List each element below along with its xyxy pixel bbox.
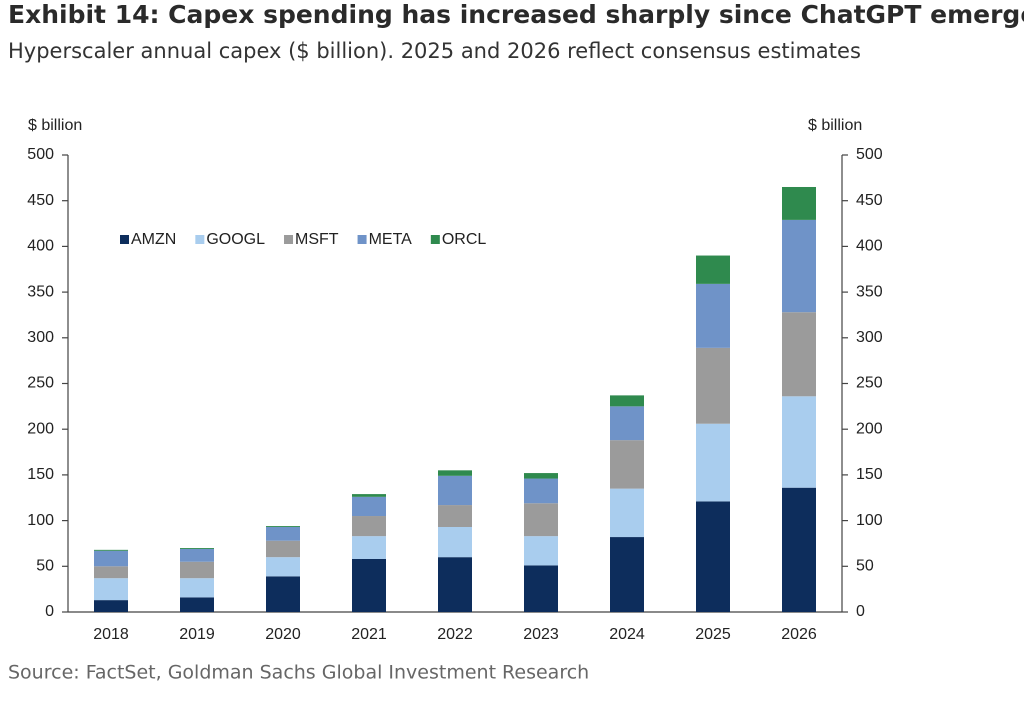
bar-segment [782, 186, 816, 220]
bar-segment [352, 494, 386, 497]
bar-segment [180, 548, 214, 562]
bar-segment [696, 423, 730, 502]
x-tick-label: 2021 [351, 626, 387, 643]
y-tick-label: 150 [27, 466, 54, 483]
bar-segment [524, 503, 558, 537]
bar-segment [524, 478, 558, 504]
legend-swatch [357, 235, 367, 244]
y2-tick-label: 150 [856, 466, 883, 483]
legend-label: GOOGL [206, 231, 265, 248]
bar-segment [696, 283, 730, 348]
y2-tick-label: 200 [856, 420, 883, 437]
bar-segment [610, 395, 644, 407]
bar-segment [266, 576, 300, 612]
x-tick-label: 2020 [265, 626, 301, 643]
legend-label: AMZN [131, 231, 176, 248]
bar-segment [180, 578, 214, 598]
legend-label: META [369, 231, 413, 248]
source-note: Source: FactSet, Goldman Sachs Global In… [8, 662, 589, 684]
y-tick-label: 100 [27, 512, 54, 529]
y-tick-label: 200 [27, 420, 54, 437]
bar-segment [94, 566, 128, 579]
bar-segment [266, 526, 300, 527]
legend-label: MSFT [295, 231, 339, 248]
bar-segment [610, 440, 644, 489]
x-tick-label: 2025 [695, 626, 731, 643]
bar-segment [266, 526, 300, 541]
y2-axis-label: $ billion [808, 117, 862, 134]
bar-segment [696, 255, 730, 284]
bar-segment [438, 475, 472, 506]
y2-tick-label: 350 [856, 283, 883, 300]
bar-segment [94, 550, 128, 567]
y2-tick-label: 500 [856, 146, 883, 163]
bar-segment [438, 557, 472, 612]
bar-segment [610, 488, 644, 538]
bar-segment [696, 501, 730, 612]
y-tick-label: 250 [27, 375, 54, 392]
bar-segment [782, 219, 816, 313]
bar-segment [94, 600, 128, 612]
y-tick-label: 300 [27, 329, 54, 346]
y2-tick-label: 450 [856, 192, 883, 209]
bar-segment [438, 505, 472, 527]
bar-segment [180, 561, 214, 579]
bar-segment [352, 558, 386, 612]
bar-segment [696, 347, 730, 424]
bar-segment [438, 470, 472, 476]
x-tick-label: 2024 [609, 626, 645, 643]
y-tick-label: 350 [27, 283, 54, 300]
y2-tick-label: 250 [856, 375, 883, 392]
bar-segment [438, 526, 472, 558]
bar-segment [352, 536, 386, 559]
bar-segment [352, 516, 386, 537]
bar-segment [266, 540, 300, 558]
bar-segment [782, 312, 816, 397]
y2-tick-label: 0 [856, 603, 865, 620]
bar-segment [782, 487, 816, 612]
bar-segment [524, 473, 558, 479]
y-axis-label: $ billion [28, 117, 82, 134]
y-tick-label: 500 [27, 146, 54, 163]
y2-tick-label: 300 [856, 329, 883, 346]
legend-swatch [284, 235, 294, 244]
bar-segment [524, 536, 558, 566]
bar-segment [180, 548, 214, 549]
y2-tick-label: 100 [856, 512, 883, 529]
bar-segment [94, 578, 128, 601]
bar-segment [782, 396, 816, 488]
y-tick-label: 400 [27, 238, 54, 255]
bar-segment [94, 549, 128, 551]
legend-swatch [120, 235, 129, 244]
chart-title: Exhibit 14: Capex spending has increased… [8, 0, 1024, 29]
legend-label: ORCL [442, 231, 487, 248]
x-tick-label: 2018 [93, 626, 129, 643]
legend-swatch [195, 235, 205, 244]
y-tick-label: 450 [27, 192, 54, 209]
x-tick-label: 2022 [437, 626, 473, 643]
bar-segment [610, 406, 644, 441]
chart-subtitle: Hyperscaler annual capex ($ billion). 20… [8, 39, 861, 63]
bar-segment [352, 496, 386, 517]
bar-segment [266, 557, 300, 577]
legend-swatch [430, 235, 440, 244]
bar-segment [524, 565, 558, 612]
x-tick-label: 2019 [179, 626, 215, 643]
y-tick-label: 50 [36, 558, 54, 575]
bar-segment [180, 597, 214, 612]
bar-segment [610, 537, 644, 612]
y2-tick-label: 50 [856, 558, 874, 575]
x-tick-label: 2023 [523, 626, 559, 643]
y-tick-label: 0 [45, 603, 54, 620]
y2-tick-label: 400 [856, 238, 883, 255]
x-tick-label: 2026 [781, 626, 817, 643]
